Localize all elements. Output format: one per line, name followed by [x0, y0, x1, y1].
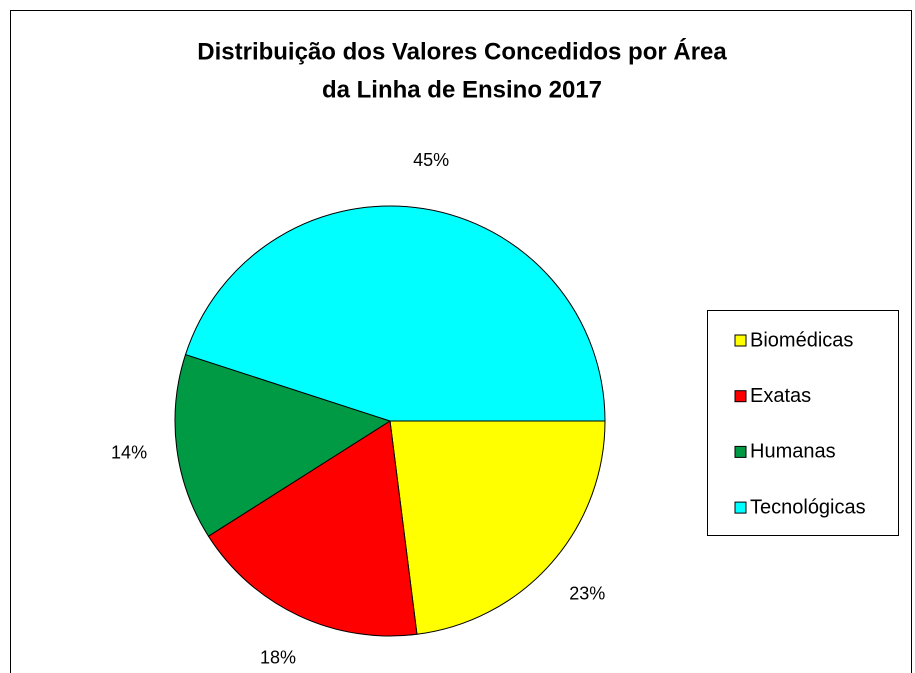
legend-label: Tecnológicas: [750, 496, 866, 518]
legend-swatch: [734, 390, 747, 403]
chart-frame: [10, 10, 912, 673]
pie-slice: [184, 205, 606, 422]
legend-swatch: [734, 334, 747, 347]
legend: [707, 310, 899, 536]
data-label: 45%: [413, 150, 449, 170]
data-label: 23%: [569, 584, 605, 604]
legend-swatch: [734, 501, 747, 514]
data-label: 14%: [111, 443, 147, 463]
data-label: 18%: [260, 648, 296, 668]
pie-slice: [389, 420, 606, 635]
legend-swatch: [734, 445, 747, 458]
legend-label: Exatas: [750, 385, 811, 407]
chart-title: da Linha de Ensino 2017: [322, 76, 602, 103]
chart-title: Distribuição dos Valores Concedidos por …: [197, 37, 727, 65]
legend-label: Humanas: [750, 441, 836, 463]
pie-slice: [207, 420, 418, 637]
legend-label: Biomédicas: [750, 329, 853, 351]
pie-slice: [174, 353, 392, 537]
